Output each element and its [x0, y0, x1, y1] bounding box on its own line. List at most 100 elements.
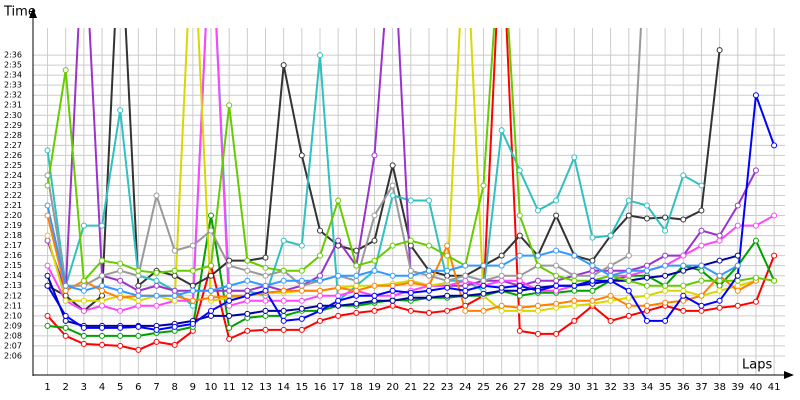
data-point — [680, 216, 687, 223]
data-point — [444, 292, 451, 299]
data-point — [643, 307, 650, 314]
data-point — [571, 252, 578, 259]
data-point — [316, 277, 323, 284]
data-point — [607, 272, 614, 279]
data-point — [516, 232, 523, 239]
data-point — [425, 272, 432, 279]
y-tick-label: 2:25 — [4, 161, 22, 170]
data-point — [553, 277, 560, 284]
data-point — [335, 297, 342, 304]
data-point — [389, 242, 396, 249]
data-point — [716, 237, 723, 244]
data-point — [335, 197, 342, 204]
data-point — [643, 274, 650, 281]
data-point — [498, 277, 505, 284]
data-point — [335, 272, 342, 279]
data-point — [99, 292, 106, 299]
data-point — [480, 307, 487, 314]
data-point — [117, 342, 124, 349]
data-point — [680, 297, 687, 304]
data-point — [44, 262, 51, 269]
data-point — [571, 302, 578, 309]
data-point — [44, 282, 51, 289]
y-tick-label: 2:14 — [4, 271, 22, 280]
data-point — [208, 272, 215, 279]
data-point — [662, 214, 669, 221]
data-point — [171, 292, 178, 299]
y-tick-label: 2:33 — [4, 81, 22, 90]
data-point — [480, 290, 487, 297]
x-tick-label: 35 — [659, 382, 672, 393]
data-point — [407, 267, 414, 274]
data-point — [444, 277, 451, 284]
data-point — [516, 212, 523, 219]
data-point — [607, 297, 614, 304]
x-tick-label: 19 — [368, 382, 381, 393]
data-point — [553, 287, 560, 294]
data-point — [607, 317, 614, 324]
data-point — [208, 307, 215, 314]
x-tick-label: 1 — [44, 382, 50, 393]
data-point — [244, 327, 251, 334]
data-point — [771, 142, 778, 149]
data-point — [62, 292, 69, 299]
data-point — [298, 315, 305, 322]
data-point — [335, 242, 342, 249]
data-point — [516, 287, 523, 294]
x-tick-label: 18 — [350, 382, 363, 393]
data-point — [226, 302, 233, 309]
x-tick-label: 38 — [713, 382, 726, 393]
data-point — [262, 307, 269, 314]
data-point — [353, 300, 360, 307]
data-point — [189, 242, 196, 249]
data-point — [226, 312, 233, 319]
data-point — [698, 242, 705, 249]
data-point — [371, 267, 378, 274]
data-point — [571, 297, 578, 304]
data-point — [298, 277, 305, 284]
data-point — [298, 282, 305, 289]
x-tick-label: 24 — [459, 382, 472, 393]
data-point — [625, 272, 632, 279]
data-point — [553, 197, 560, 204]
data-point — [189, 282, 196, 289]
data-point — [516, 292, 523, 299]
data-point — [571, 272, 578, 279]
data-point — [407, 197, 414, 204]
data-point — [226, 324, 233, 331]
data-point — [353, 262, 360, 269]
x-axis-arrow — [784, 371, 794, 379]
data-point — [316, 317, 323, 324]
y-tick-label: 2:17 — [4, 241, 22, 250]
data-point — [153, 338, 160, 345]
data-point — [117, 287, 124, 294]
data-point — [280, 297, 287, 304]
data-point — [298, 305, 305, 312]
data-point — [226, 297, 233, 304]
data-point — [316, 227, 323, 234]
data-point — [280, 317, 287, 324]
data-point — [80, 277, 87, 284]
data-point — [244, 267, 251, 274]
data-point — [716, 304, 723, 311]
y-tick-label: 2:29 — [4, 121, 22, 130]
data-point — [771, 212, 778, 219]
data-point — [99, 272, 106, 279]
data-point — [244, 292, 251, 299]
y-tick-label: 2:24 — [4, 171, 22, 180]
data-point — [389, 282, 396, 289]
data-point — [444, 267, 451, 274]
y-tick-label: 2:23 — [4, 181, 22, 190]
data-point — [208, 212, 215, 219]
data-point — [99, 257, 106, 264]
data-point — [99, 302, 106, 309]
x-tick-label: 8 — [171, 382, 177, 393]
data-point — [298, 297, 305, 304]
data-point — [716, 282, 723, 289]
data-point — [680, 282, 687, 289]
x-tick-label: 20 — [386, 382, 399, 393]
data-point — [117, 307, 124, 314]
data-point — [734, 282, 741, 289]
data-point — [625, 294, 632, 301]
data-point — [280, 312, 287, 319]
